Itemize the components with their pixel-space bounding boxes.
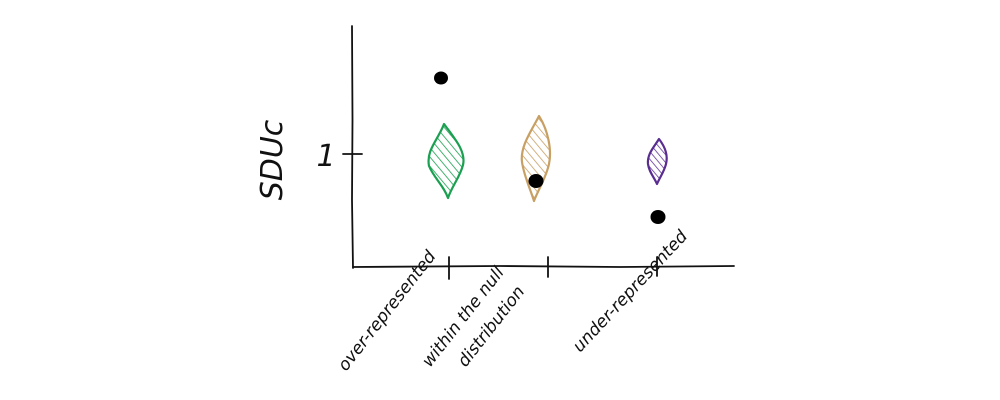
y-axis-label: SDUc	[255, 119, 290, 200]
x-label-within-null: within the null distribution	[418, 263, 529, 371]
x-axis	[352, 265, 735, 268]
observed-point-within-null	[528, 174, 544, 188]
y-axis	[351, 25, 354, 269]
distribution-within-null	[520, 114, 552, 203]
distribution-over-represented	[427, 122, 465, 200]
observed-point-over-represented	[434, 71, 448, 85]
x-label-under-represented: under-represented	[569, 227, 692, 357]
y-tick-label: 1	[316, 139, 335, 174]
observed-point-under-represented	[650, 210, 666, 224]
distribution-under-represented	[646, 137, 668, 186]
